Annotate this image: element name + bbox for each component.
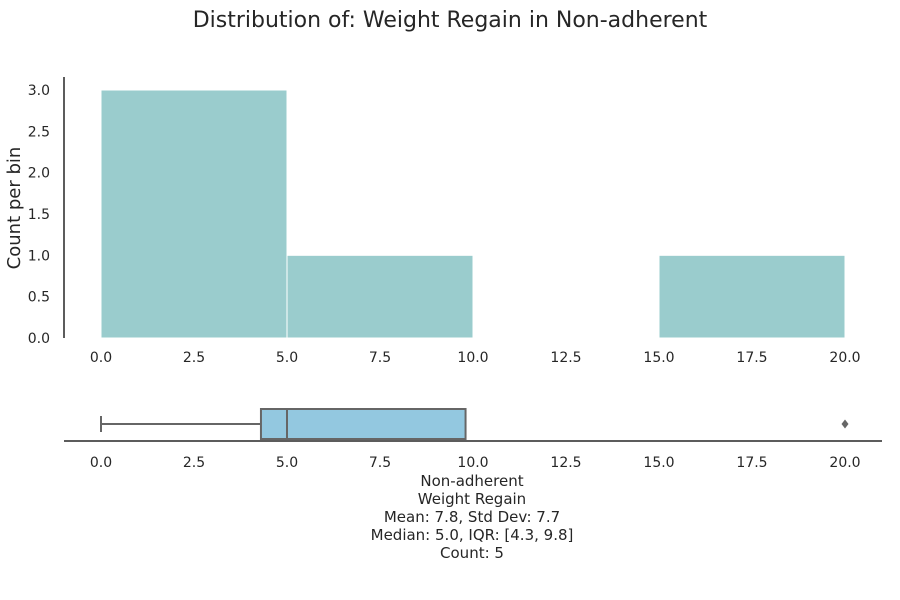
histogram-bar-3	[658, 254, 846, 339]
summary-statistics: Non-adherent Weight Regain Mean: 7.8, St…	[272, 472, 672, 562]
stats-variable-label: Weight Regain	[417, 490, 527, 508]
outlier-point-0	[841, 419, 849, 429]
y-tick-label: 1.5	[28, 207, 50, 223]
x-tick-label: 20.0	[829, 350, 860, 366]
x-tick-label: 10.0	[457, 350, 488, 366]
boxplot-x-tick-label: 7.5	[369, 455, 391, 471]
boxplot-x-tick-label: 12.5	[550, 455, 581, 471]
y-tick-label: 0.0	[28, 331, 50, 347]
x-tick-label: 15.0	[643, 350, 674, 366]
x-tick-label: 5.0	[276, 350, 298, 366]
histogram-bar-0	[100, 89, 288, 339]
y-tick-label: 2.0	[28, 166, 50, 182]
x-tick-label: 0.0	[90, 350, 112, 366]
stats-mean-sd: Mean: 7.8, Std Dev: 7.7	[383, 508, 561, 526]
boxplot-x-tick-label: 10.0	[457, 455, 488, 471]
histogram-bar-1	[286, 254, 474, 339]
boxplot-x-tick-label: 5.0	[276, 455, 298, 471]
boxplot-x-tick-label: 2.5	[183, 455, 205, 471]
y-tick-label: 2.5	[28, 124, 50, 140]
boxplot-x-tick-label: 0.0	[90, 455, 112, 471]
x-tick-label: 17.5	[736, 350, 767, 366]
boxplot-x-tick-label: 20.0	[829, 455, 860, 471]
x-tick-label: 7.5	[369, 350, 391, 366]
boxplot-x-tick-label: 15.0	[643, 455, 674, 471]
stats-group-label: Non-adherent	[420, 472, 524, 490]
boxplot-plot: 0.0 2.5 5.0 7.5 10.0 12.5 15.0 17.5 20.0	[64, 408, 882, 471]
chart-title: Distribution of: Weight Regain in Non-ad…	[192, 8, 708, 33]
y-axis-label: Count per bin	[4, 147, 25, 270]
stats-count: Count: 5	[440, 544, 504, 562]
x-tick-label: 2.5	[183, 350, 205, 366]
x-tick-label: 12.5	[550, 350, 581, 366]
y-tick-label: 3.0	[28, 83, 50, 99]
y-tick-label: 1.0	[28, 248, 50, 264]
y-tick-label: 0.5	[28, 290, 50, 306]
iqr-box	[259, 408, 467, 440]
stats-median-iqr: Median: 5.0, IQR: [4.3, 9.8]	[370, 526, 574, 544]
histogram-plot: 0.0 0.5 1.0 1.5 2.0 2.5 3.0 0.0 2.5 5.0 7.5 10.0 12.…	[4, 77, 861, 366]
boxplot-x-tick-label: 17.5	[736, 455, 767, 471]
